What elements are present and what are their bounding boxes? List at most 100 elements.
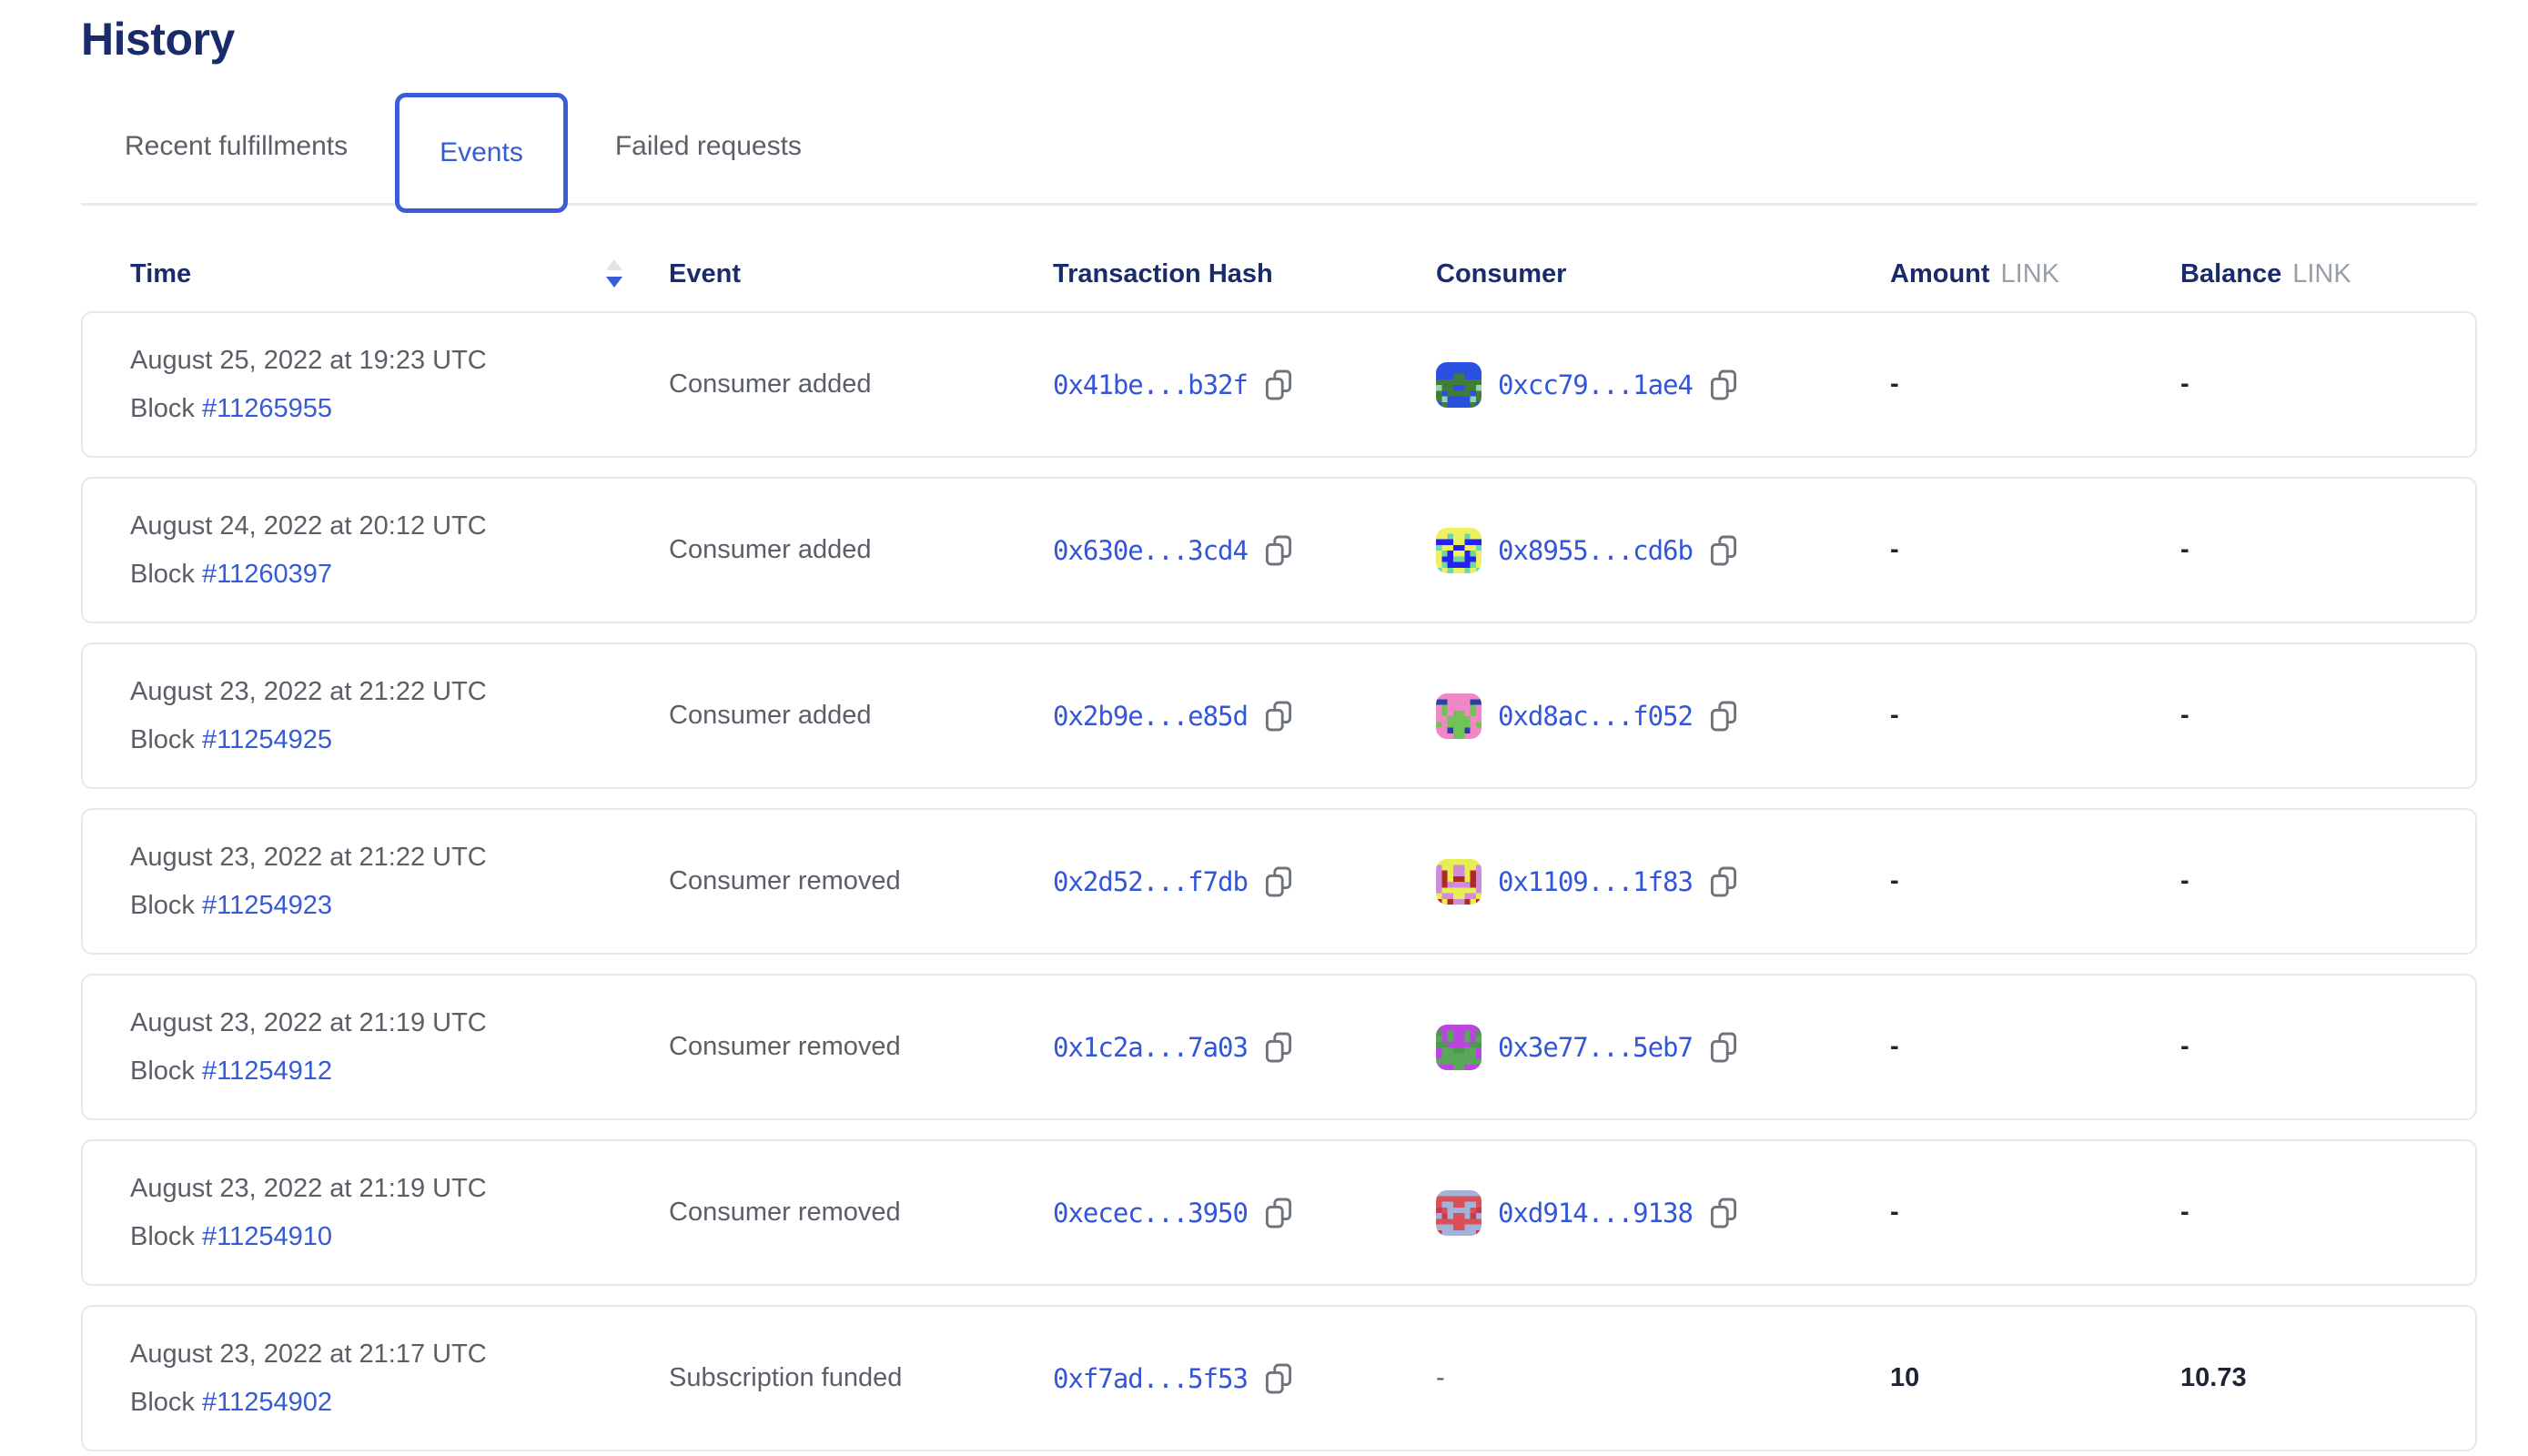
amount-cell: - <box>1890 701 1899 730</box>
consumer-group: 0x3e77...5eb7 <box>1436 1024 1890 1070</box>
copy-icon[interactable] <box>1264 865 1293 898</box>
tx-hash-link[interactable]: 0xecec...3950 <box>1053 1197 1249 1228</box>
table-row: August 24, 2022 at 20:12 UTC Block #1126… <box>81 477 2477 623</box>
block-line: Block #11254923 <box>130 891 669 921</box>
event-cell: Subscription funded <box>669 1363 903 1392</box>
block-line: Block #11254902 <box>130 1388 669 1418</box>
tx-hash-link[interactable]: 0x2b9e...e85d <box>1053 700 1249 732</box>
tab-events[interactable]: Events <box>440 136 523 167</box>
tab-failed-requests[interactable]: Failed requests <box>614 130 802 161</box>
copy-icon[interactable] <box>1264 534 1293 567</box>
column-header-event: Event <box>669 258 741 288</box>
block-label: Block <box>130 890 195 920</box>
table-row: August 23, 2022 at 21:22 UTC Block #1125… <box>81 642 2477 789</box>
consumer-address-link[interactable]: 0x3e77...5eb7 <box>1498 1031 1694 1063</box>
copy-icon[interactable] <box>1709 1197 1738 1229</box>
column-header-amount: Amount LINK <box>1890 259 2180 289</box>
time-cell: August 24, 2022 at 20:12 UTC Block #1126… <box>130 511 669 590</box>
tab-bar: Recent fulfillments Events Failed reques… <box>81 89 2477 213</box>
column-header-consumer: Consumer <box>1436 258 1567 288</box>
consumer-identicon-avatar <box>1436 1024 1481 1070</box>
tab-events-active-outline: Events <box>395 92 568 213</box>
events-table: Time Event Transaction Hash Consumer Amo… <box>81 253 2477 1451</box>
consumer-address-link[interactable]: 0x8955...cd6b <box>1498 534 1694 566</box>
column-header-balance: Balance LINK <box>2180 259 2477 289</box>
copy-icon[interactable] <box>1709 865 1738 898</box>
copy-icon[interactable] <box>1264 700 1293 733</box>
consumer-cell: 0x8955...cd6b <box>1436 527 1890 573</box>
tx-hash-link[interactable]: 0xf7ad...5f53 <box>1053 1362 1249 1394</box>
block-line: Block #11265955 <box>130 394 669 424</box>
copy-icon[interactable] <box>1709 534 1738 567</box>
tx-hash-cell: 0xf7ad...5f53 <box>1053 1362 1436 1395</box>
consumer-address-link[interactable]: 0xcc79...1ae4 <box>1498 369 1694 400</box>
block-number-link[interactable]: #11254912 <box>201 1056 332 1086</box>
time-cell: August 23, 2022 at 21:22 UTC Block #1125… <box>130 843 669 921</box>
block-number-link[interactable]: #11254902 <box>201 1387 332 1417</box>
tx-hash-cell: 0x2b9e...e85d <box>1053 700 1436 733</box>
block-number-link[interactable]: #11254923 <box>201 890 332 920</box>
balance-unit-label: LINK <box>2292 258 2351 288</box>
tx-hash-cell: 0x41be...b32f <box>1053 369 1436 401</box>
consumer-address-link[interactable]: 0xd8ac...f052 <box>1498 700 1694 732</box>
consumer-group: 0x1109...1f83 <box>1436 858 1890 905</box>
row-timestamp: August 23, 2022 at 21:22 UTC <box>130 842 487 872</box>
amount-cell: - <box>1890 535 1899 564</box>
time-cell: August 23, 2022 at 21:17 UTC Block #1125… <box>130 1340 669 1418</box>
row-timestamp: August 23, 2022 at 21:22 UTC <box>130 676 487 706</box>
block-number-link[interactable]: #11265955 <box>201 393 332 423</box>
balance-header-label: Balance <box>2180 258 2282 288</box>
table-row: August 25, 2022 at 19:23 UTC Block #1126… <box>81 311 2477 458</box>
tx-hash-cell: 0xecec...3950 <box>1053 1197 1436 1229</box>
block-label: Block <box>130 393 195 423</box>
consumer-identicon-avatar <box>1436 1189 1481 1236</box>
copy-icon[interactable] <box>1709 369 1738 401</box>
copy-icon[interactable] <box>1264 1362 1293 1395</box>
tab-recent-fulfillments[interactable]: Recent fulfillments <box>125 130 349 161</box>
copy-icon[interactable] <box>1709 1031 1738 1064</box>
consumer-group: 0xd914...9138 <box>1436 1189 1890 1236</box>
consumer-cell: 0xd914...9138 <box>1436 1189 1890 1236</box>
consumer-empty-dash: - <box>1436 1363 1445 1392</box>
balance-cell: - <box>2180 535 2189 564</box>
consumer-identicon-avatar <box>1436 693 1481 739</box>
table-row: August 23, 2022 at 21:19 UTC Block #1125… <box>81 974 2477 1120</box>
balance-cell: 10.73 <box>2180 1363 2247 1392</box>
copy-icon[interactable] <box>1264 369 1293 401</box>
column-header-time[interactable]: Time <box>130 253 669 295</box>
amount-cell: - <box>1890 1032 1899 1061</box>
amount-unit-label: LINK <box>2000 258 2060 288</box>
block-number-link[interactable]: #11260397 <box>201 559 332 589</box>
consumer-address-link[interactable]: 0x1109...1f83 <box>1498 865 1694 897</box>
copy-icon[interactable] <box>1264 1197 1293 1229</box>
column-header-tx-hash: Transaction Hash <box>1053 258 1273 288</box>
tx-hash-link[interactable]: 0x1c2a...7a03 <box>1053 1031 1249 1063</box>
amount-cell: - <box>1890 1198 1899 1227</box>
consumer-address-link[interactable]: 0xd914...9138 <box>1498 1197 1694 1228</box>
event-cell: Consumer removed <box>669 1198 901 1227</box>
block-line: Block #11254925 <box>130 725 669 755</box>
amount-header-label: Amount <box>1890 258 1990 288</box>
row-timestamp: August 25, 2022 at 19:23 UTC <box>130 345 487 375</box>
consumer-cell: 0xcc79...1ae4 <box>1436 361 1890 408</box>
sort-descending-icon[interactable] <box>603 258 625 290</box>
tx-hash-link[interactable]: 0x630e...3cd4 <box>1053 534 1249 566</box>
block-label: Block <box>130 1387 195 1417</box>
table-row: August 23, 2022 at 21:17 UTC Block #1125… <box>81 1305 2477 1451</box>
block-number-link[interactable]: #11254925 <box>201 724 332 754</box>
tx-hash-cell: 0x2d52...f7db <box>1053 865 1436 898</box>
balance-cell: - <box>2180 1198 2189 1227</box>
block-label: Block <box>130 1221 195 1251</box>
copy-icon[interactable] <box>1264 1031 1293 1064</box>
amount-cell: - <box>1890 369 1899 399</box>
block-number-link[interactable]: #11254910 <box>201 1221 332 1251</box>
block-label: Block <box>130 1056 195 1086</box>
tx-hash-link[interactable]: 0x41be...b32f <box>1053 369 1249 400</box>
consumer-identicon-avatar <box>1436 527 1481 573</box>
tx-hash-link[interactable]: 0x2d52...f7db <box>1053 865 1249 897</box>
time-cell: August 23, 2022 at 21:22 UTC Block #1125… <box>130 677 669 755</box>
block-label: Block <box>130 559 195 589</box>
copy-icon[interactable] <box>1709 700 1738 733</box>
block-line: Block #11254912 <box>130 1057 669 1087</box>
table-body: August 25, 2022 at 19:23 UTC Block #1126… <box>81 311 2477 1451</box>
